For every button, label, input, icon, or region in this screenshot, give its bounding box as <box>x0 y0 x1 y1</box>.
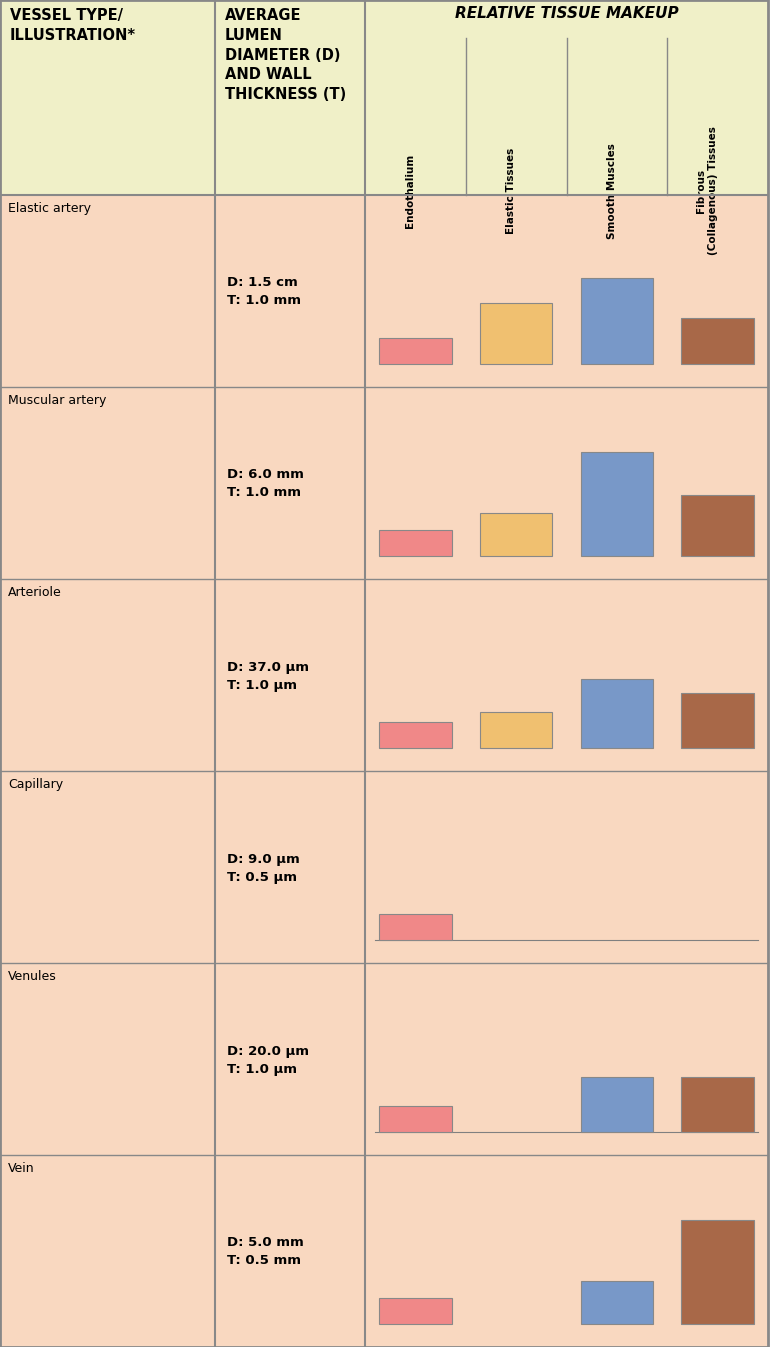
Bar <box>0 1154 215 1347</box>
Bar <box>215 963 365 1154</box>
Text: D: 20.0 μm: D: 20.0 μm <box>227 1044 309 1057</box>
Bar <box>0 579 215 770</box>
Bar <box>365 963 768 1154</box>
Bar <box>0 387 215 579</box>
Text: Endothalium: Endothalium <box>405 154 415 228</box>
Bar <box>215 387 365 579</box>
Text: D: 1.5 cm: D: 1.5 cm <box>227 276 298 290</box>
Bar <box>215 1154 365 1347</box>
Text: Vein: Vein <box>8 1162 35 1175</box>
Text: T: 0.5 μm: T: 0.5 μm <box>227 870 297 884</box>
Text: Arteriole: Arteriole <box>8 586 62 599</box>
Bar <box>379 529 452 556</box>
Text: Elastic artery: Elastic artery <box>8 202 91 216</box>
Text: Venules: Venules <box>8 970 57 983</box>
Bar <box>681 1078 754 1131</box>
Bar <box>581 277 653 364</box>
Text: T: 1.0 mm: T: 1.0 mm <box>227 486 301 500</box>
Bar <box>581 453 653 556</box>
Bar <box>0 963 215 1154</box>
Bar <box>0 770 215 963</box>
Text: T: 1.0 mm: T: 1.0 mm <box>227 295 301 307</box>
Bar <box>365 0 768 195</box>
Text: AVERAGE
LUMEN
DIAMETER (D)
AND WALL
THICKNESS (T): AVERAGE LUMEN DIAMETER (D) AND WALL THIC… <box>225 8 346 102</box>
Text: D: 9.0 μm: D: 9.0 μm <box>227 853 300 866</box>
Bar <box>215 770 365 963</box>
Bar <box>365 195 768 387</box>
Bar <box>480 513 552 556</box>
Text: VESSEL TYPE/
ILLUSTRATION*: VESSEL TYPE/ ILLUSTRATION* <box>10 8 136 43</box>
Bar <box>681 694 754 748</box>
Bar <box>379 338 452 364</box>
Bar <box>365 1154 768 1347</box>
Bar <box>0 0 215 195</box>
Bar <box>480 303 552 364</box>
Bar <box>365 387 768 579</box>
Text: RELATIVE TISSUE MAKEUP: RELATIVE TISSUE MAKEUP <box>455 5 678 22</box>
Text: Capillary: Capillary <box>8 779 63 791</box>
Bar <box>365 579 768 770</box>
Bar <box>215 0 365 195</box>
Text: D: 5.0 mm: D: 5.0 mm <box>227 1237 303 1250</box>
Text: Elastic Tissues: Elastic Tissues <box>506 148 516 234</box>
Bar <box>681 1220 754 1324</box>
Bar <box>365 770 768 963</box>
Bar <box>681 496 754 556</box>
Bar <box>0 195 215 387</box>
Text: Fibrous
(Collagenous) Tissues: Fibrous (Collagenous) Tissues <box>696 127 718 256</box>
Text: D: 37.0 μm: D: 37.0 μm <box>227 660 309 674</box>
Text: Muscular artery: Muscular artery <box>8 395 106 407</box>
Bar <box>379 722 452 748</box>
Bar <box>215 579 365 770</box>
Bar <box>379 1299 452 1324</box>
Bar <box>379 915 452 940</box>
Text: T: 1.0 μm: T: 1.0 μm <box>227 679 297 691</box>
Text: Smooth Muscles: Smooth Muscles <box>607 143 617 238</box>
Text: D: 6.0 mm: D: 6.0 mm <box>227 469 304 481</box>
Bar <box>681 318 754 364</box>
Bar <box>581 679 653 748</box>
Bar <box>215 195 365 387</box>
Bar <box>581 1281 653 1324</box>
Bar <box>581 1078 653 1131</box>
Text: T: 1.0 μm: T: 1.0 μm <box>227 1063 297 1075</box>
Text: T: 0.5 mm: T: 0.5 mm <box>227 1254 301 1268</box>
Bar <box>379 1106 452 1131</box>
Bar <box>480 713 552 748</box>
